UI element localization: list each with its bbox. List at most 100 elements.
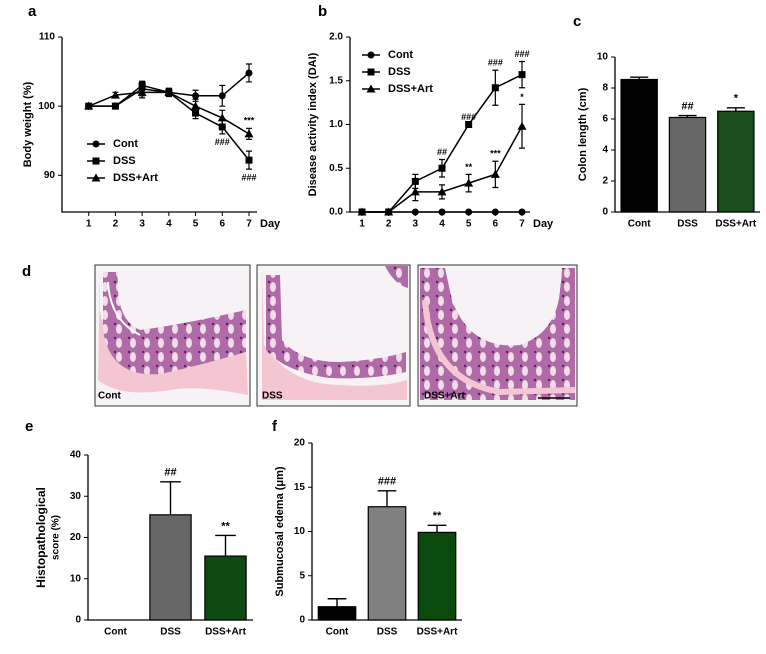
bar bbox=[668, 116, 707, 213]
bar bbox=[620, 78, 658, 213]
chart: a Body weight (%) 90 100 110 1 2 3 4 5 6 7 Day Cont ##… bbox=[22, 3, 281, 230]
y-tick-label: 6 bbox=[602, 114, 608, 125]
legend-marker bbox=[367, 51, 375, 59]
chart: f Submucosal edema (μm) 0 5 10 15 20 Cont DSS ###… bbox=[272, 418, 462, 638]
bar bbox=[317, 606, 357, 621]
marker bbox=[244, 129, 254, 138]
marker bbox=[217, 113, 227, 122]
marker bbox=[245, 69, 253, 77]
legend-marker bbox=[92, 157, 100, 165]
legend-marker bbox=[366, 84, 376, 93]
y-axis-label: Submucosal edema (μm) bbox=[274, 466, 286, 597]
chart: c Colon length (cm) 0 2 4 6 8 10 Cont DSS ## DSS+Ar… bbox=[573, 13, 760, 230]
marker bbox=[192, 92, 200, 100]
significance-label: ### bbox=[514, 49, 529, 59]
axis-line bbox=[349, 37, 530, 213]
y-tick-label: 0 bbox=[299, 615, 305, 626]
image-caption: DSS+Art bbox=[424, 391, 466, 402]
significance-label: ** bbox=[465, 162, 473, 172]
panel-label: f bbox=[272, 418, 278, 435]
marker bbox=[465, 208, 473, 216]
axis-line bbox=[61, 37, 257, 213]
y-tick-label: 30 bbox=[70, 491, 82, 502]
x-tick-label: DSS bbox=[377, 627, 398, 638]
error-bar bbox=[215, 534, 236, 557]
y-tick-label: 90 bbox=[44, 170, 56, 181]
significance-label: ## bbox=[437, 147, 447, 157]
x-tick-label: DSS bbox=[160, 627, 181, 638]
legend-label: DSS bbox=[113, 155, 136, 167]
x-tick-label: 6 bbox=[493, 219, 499, 230]
bar bbox=[367, 506, 407, 621]
marker bbox=[411, 208, 419, 216]
x-tick-label: Cont bbox=[628, 219, 651, 230]
y-tick-label: 0.0 bbox=[329, 207, 343, 218]
histology-image: Cont bbox=[94, 264, 251, 407]
x-tick-label: 3 bbox=[413, 219, 419, 230]
significance-label: ** bbox=[221, 520, 230, 532]
marker bbox=[464, 178, 474, 187]
panel-label: d bbox=[22, 263, 31, 280]
bar bbox=[149, 514, 192, 621]
histology-image: DSS+Art bbox=[417, 264, 578, 407]
x-tick-label: 2 bbox=[113, 219, 119, 230]
chart: e Histopathological score (%) 0 10 20 30 40 Cont… bbox=[25, 418, 253, 638]
x-tick-label: 6 bbox=[219, 219, 225, 230]
significance-label: ### bbox=[461, 112, 476, 122]
histology-panel: d Cont DSS DSS+Art bbox=[22, 263, 578, 407]
image-caption: Cont bbox=[98, 391, 121, 402]
y-tick-label: 1.5 bbox=[329, 75, 343, 86]
y-tick-label: 15 bbox=[294, 482, 306, 493]
y-tick-label: 10 bbox=[70, 573, 82, 584]
y-axis-label: Histopathological bbox=[34, 487, 48, 588]
legend-marker bbox=[367, 68, 375, 76]
marker bbox=[517, 121, 527, 130]
error-bar bbox=[160, 481, 181, 515]
significance-label: ### bbox=[488, 58, 503, 68]
y-tick-label: 4 bbox=[602, 145, 608, 156]
marker bbox=[465, 121, 473, 128]
significance-label: * bbox=[520, 92, 524, 102]
y-tick-label: 5 bbox=[299, 570, 305, 581]
x-tick-label: 7 bbox=[519, 219, 525, 230]
x-tick-label: 4 bbox=[166, 219, 172, 230]
significance-label: ### bbox=[215, 137, 230, 147]
y-tick-label: 2.0 bbox=[329, 32, 343, 43]
marker bbox=[518, 71, 526, 79]
y-tick-label: 0 bbox=[602, 207, 608, 218]
y-tick-label: 110 bbox=[39, 32, 56, 43]
x-tick-label: DSS bbox=[677, 219, 698, 230]
marker bbox=[438, 164, 446, 172]
legend-label: Cont bbox=[113, 138, 138, 150]
marker bbox=[491, 84, 499, 92]
x-tick-label: DSS+Art bbox=[205, 627, 247, 638]
marker bbox=[357, 207, 367, 216]
panel-label: b bbox=[318, 3, 327, 20]
marker bbox=[490, 169, 500, 178]
x-tick-label: 2 bbox=[386, 219, 392, 230]
y-axis-label: Colon length (cm) bbox=[577, 87, 589, 181]
y-tick-label: 1.0 bbox=[329, 119, 343, 130]
marker bbox=[245, 156, 253, 164]
bar bbox=[204, 555, 247, 621]
significance-label: *** bbox=[244, 116, 255, 126]
legend-marker bbox=[92, 140, 100, 148]
marker bbox=[110, 90, 120, 99]
x-axis-label: Day bbox=[260, 218, 281, 230]
legend-label: DSS bbox=[388, 66, 411, 78]
y-axis-label: score (%) bbox=[51, 515, 62, 560]
significance-label: ## bbox=[681, 100, 693, 112]
y-tick-label: 20 bbox=[294, 438, 306, 449]
y-tick-label: 10 bbox=[597, 52, 609, 63]
y-tick-label: 100 bbox=[38, 101, 55, 112]
image-caption: DSS bbox=[262, 391, 283, 402]
legend-label: DSS+Art bbox=[388, 83, 433, 95]
legend-label: DSS+Art bbox=[113, 172, 158, 184]
marker bbox=[138, 81, 146, 89]
x-tick-label: Cont bbox=[104, 627, 127, 638]
x-tick-label: 7 bbox=[246, 219, 252, 230]
marker bbox=[84, 101, 94, 110]
panel-label: c bbox=[573, 13, 581, 30]
